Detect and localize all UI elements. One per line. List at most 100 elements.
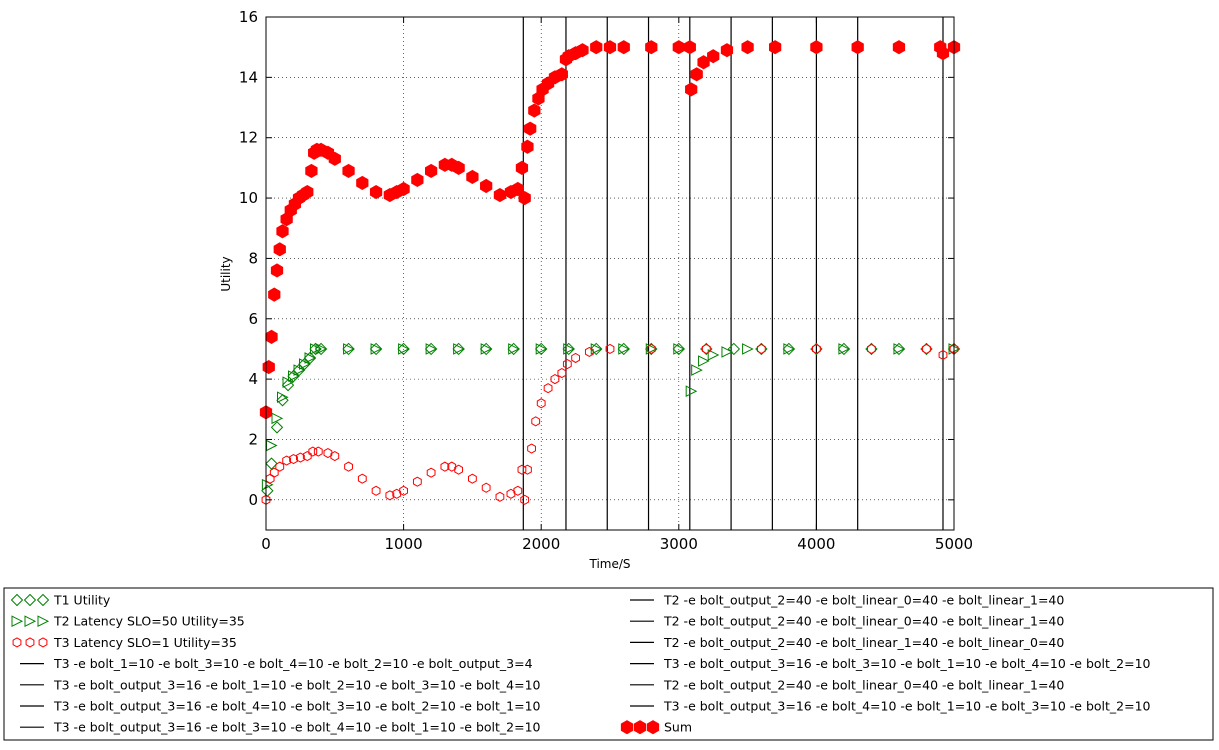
data-point — [304, 352, 317, 364]
data-point — [938, 349, 948, 361]
data-point — [342, 163, 355, 178]
data-point — [555, 67, 568, 82]
data-point — [302, 450, 312, 462]
legend-frame — [3, 587, 1214, 741]
data-point — [282, 455, 292, 466]
data-point — [277, 391, 289, 404]
data-point — [305, 163, 318, 178]
data-point — [838, 343, 851, 355]
data-point — [265, 473, 275, 484]
legend-label: T3 -e bolt_output_3=16 -e bolt_3=10 -e b… — [663, 656, 1151, 671]
legend-item: Sum — [620, 720, 692, 735]
x-tick-label: 1000 — [385, 535, 423, 553]
data-point — [507, 342, 520, 356]
data-point — [782, 342, 796, 356]
data-point — [590, 40, 603, 55]
data-point — [756, 343, 766, 355]
data-point — [536, 398, 546, 409]
data-point — [812, 343, 821, 355]
data-point — [576, 43, 589, 58]
data-point — [520, 494, 530, 505]
data-point — [344, 461, 353, 472]
data-point — [411, 172, 424, 188]
data-point — [261, 478, 274, 491]
data-point — [550, 374, 560, 385]
data-point — [466, 169, 479, 185]
data-point — [303, 351, 317, 365]
legend-label: T2 -e bolt_output_2=40 -e bolt_linear_0=… — [663, 593, 1064, 608]
data-point — [468, 473, 477, 484]
legend-item: T3 -e bolt_output_3=16 -e bolt_3=10 -e b… — [630, 656, 1151, 671]
y-tick-label: 2 — [248, 430, 258, 448]
data-point — [426, 467, 436, 478]
data-point — [683, 40, 696, 55]
data-point — [690, 67, 703, 82]
legend-marker — [11, 615, 24, 628]
data-point — [720, 43, 734, 58]
data-point — [369, 342, 383, 356]
data-point — [922, 343, 931, 355]
data-point — [262, 359, 275, 375]
data-point — [425, 343, 438, 355]
legend-label: Sum — [664, 720, 692, 735]
data-point — [603, 40, 617, 55]
data-point — [707, 49, 720, 64]
legend-label: T2 -e bolt_output_2=40 -e bolt_linear_0=… — [663, 614, 1064, 629]
data-point — [301, 184, 314, 200]
plot-frame — [265, 16, 955, 531]
data-point — [342, 342, 355, 356]
vertical-marker-lines — [522, 17, 944, 530]
data-point — [867, 343, 876, 355]
data-point — [521, 139, 534, 154]
data-point — [783, 343, 795, 355]
data-point — [672, 40, 685, 55]
data-point — [299, 358, 311, 370]
legend-label: T1 Utility — [53, 593, 111, 608]
legend-marker — [633, 720, 647, 735]
legend-marker — [646, 720, 660, 735]
legend-item: T3 Latency SLO=1 Utility=35 — [12, 635, 237, 650]
legend-item: T1 Utility — [10, 593, 111, 608]
data-point — [424, 163, 438, 178]
data-point — [741, 40, 754, 55]
data-point — [480, 178, 493, 194]
data-point — [701, 343, 711, 355]
data-point — [707, 349, 720, 361]
data-point — [313, 446, 323, 457]
data-point — [691, 364, 703, 376]
legend-label: T3 -e bolt_output_3=16 -e bolt_4=10 -e b… — [663, 699, 1151, 714]
data-point — [543, 383, 553, 394]
data-point — [273, 242, 286, 257]
data-point — [590, 342, 603, 356]
legend-marker — [12, 637, 22, 648]
x-axis-label: Time/S — [588, 557, 630, 571]
data-point — [742, 343, 754, 355]
data-point — [523, 464, 532, 475]
legend-item: T3 -e bolt_output_3=16 -e bolt_1=10 -e b… — [20, 677, 541, 692]
data-point — [646, 343, 656, 355]
data-point — [534, 342, 548, 356]
data-point — [893, 343, 906, 355]
legend-label: T2 -e bolt_output_2=40 -e bolt_linear_1=… — [663, 635, 1064, 650]
data-point — [645, 343, 658, 355]
data-point — [371, 485, 381, 496]
x-tick-label: 3000 — [660, 535, 698, 553]
data-point — [412, 476, 422, 487]
data-point — [617, 342, 630, 356]
y-tick-label: 4 — [248, 370, 258, 388]
data-point — [399, 485, 408, 496]
data-point — [673, 343, 685, 355]
data-point — [515, 160, 529, 175]
data-point — [369, 184, 383, 200]
data-point — [265, 329, 278, 344]
data-point — [936, 46, 950, 61]
series-2 — [261, 343, 959, 505]
data-point — [508, 343, 520, 355]
legend-marker — [36, 593, 50, 607]
legend-marker — [10, 593, 24, 607]
data-point — [685, 385, 698, 397]
data-point — [397, 342, 410, 356]
data-point — [282, 376, 295, 388]
x-tick-label: 5000 — [935, 535, 973, 553]
